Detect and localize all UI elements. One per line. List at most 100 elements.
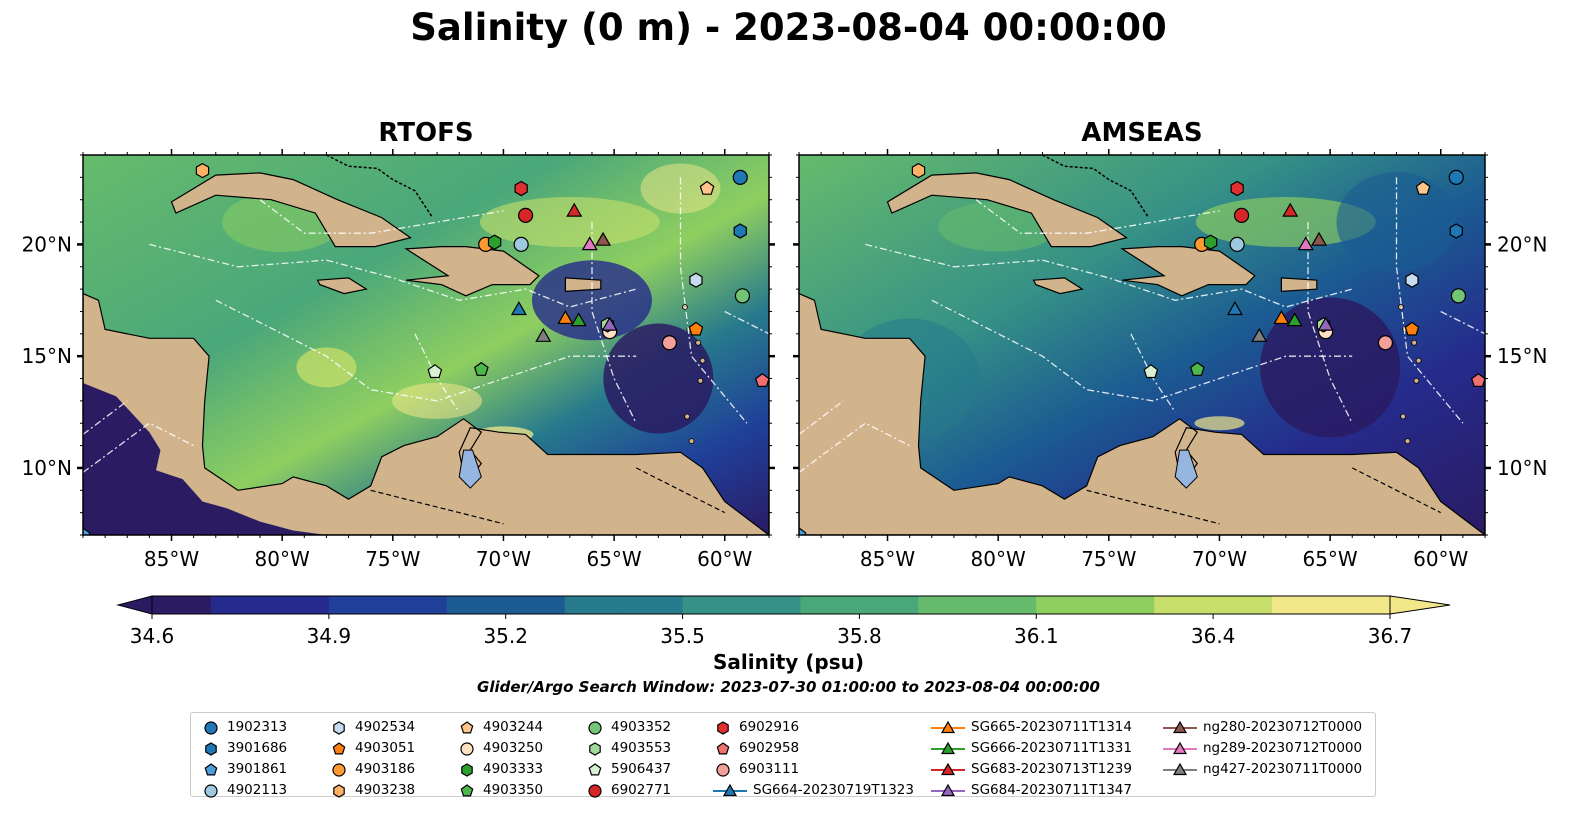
lesser-antilles-island [697,377,704,384]
lon-tick-label: 60°W [1413,547,1468,571]
legend-marker-icon [931,720,965,733]
colorbar-tick-label: 35.2 [483,624,528,648]
obs-4902534 [689,272,703,288]
eez-boundary [591,222,637,424]
search-window-text: Glider/Argo Search Window: 2023-07-30 01… [477,678,1100,696]
lat-tick-label-left: 10°N [22,456,72,480]
south-america-land [799,292,1485,535]
obs-4903350 [1189,361,1205,376]
legend-label: 6903111 [739,760,800,777]
amseas-salinity-patches [839,172,1457,439]
legend-label: 4903333 [483,760,544,777]
hispaniola-land [404,246,540,297]
lesser-antilles-island [682,304,688,310]
eez-boundary [215,299,637,402]
legend-item: SG664-20230719T1323 [713,779,914,800]
legend-item: 4903051 [329,737,415,758]
legend-label: ng427-20230711T0000 [1203,760,1363,777]
obs-6902958 [1470,373,1485,387]
salinity-patch [1194,416,1245,431]
colorbar-segment [210,596,271,614]
legend-item: 1902313 [201,716,287,737]
legend-label: 4902113 [227,781,288,798]
obs-4903352 [734,288,751,304]
jamaica-land [1032,277,1084,295]
lon-tick-label: 65°W [1302,547,1357,571]
obs-6902916 [1230,180,1244,197]
obs-SG684-20230711T1347 [1317,316,1334,331]
obs-6903111 [1377,335,1394,351]
legend-marker-icon [204,783,218,798]
legend-marker [589,741,601,756]
obs-4902113 [1229,236,1245,253]
lesser-antilles-island [1415,357,1422,364]
legend-label: ng280-20230712T0000 [1203,718,1363,735]
lon-tick-label: 80°W [971,547,1026,571]
legend-label: 4903186 [355,760,416,777]
lesser-antilles-island [1400,413,1407,420]
legend-label: ng289-20230712T0000 [1203,739,1363,756]
legend-marker [204,762,218,775]
legend-item: 4903244 [457,716,543,737]
legend-marker [722,783,738,796]
legend-marker-icon [931,762,965,775]
colorbar-segment [328,596,389,614]
legend-item: 4903352 [585,716,671,737]
legend-marker-icon [588,762,602,775]
legend-item: 4903350 [457,779,543,800]
lon-tick-label: 80°W [255,547,310,571]
rtofs-map [83,155,769,535]
legend-marker [588,762,602,775]
legend-marker-icon [716,762,730,777]
legend-marker-icon [713,783,747,796]
obs-ng289-20230712T0000 [1297,236,1314,251]
obs-5906437 [427,364,443,379]
lat-tick-label-right: 20°N [1497,232,1547,256]
legend-marker [1172,720,1188,733]
legend-item: 4902113 [201,779,287,800]
obs-SG664-20230719T1323 [510,301,527,316]
obs-SG683-20230713T1239 [566,202,583,217]
obs-SG684-20230711T1347 [601,316,618,331]
eez-boundary [1307,222,1353,424]
colorbar-tick-label: 34.9 [307,624,352,648]
legend-marker [204,783,218,798]
obs-ng427-20230711T0000 [1251,327,1268,342]
colorbar-tick-label: 35.5 [660,624,705,648]
colorbar-segment [387,596,448,614]
legend-item: ng427-20230711T0000 [1163,758,1362,779]
lesser-antilles-island [1404,438,1411,445]
legend-marker [1172,762,1188,775]
obs-4903333 [1203,234,1218,250]
country-border [1086,489,1220,525]
obs-4902534 [1405,272,1419,288]
colorbar-segment [564,596,625,614]
eez-boundary [414,333,460,413]
legend-marker [940,720,956,733]
legend-item: 3901861 [201,758,287,779]
legend-marker [460,783,474,796]
lon-tick-label: 75°W [1081,547,1136,571]
legend-marker-icon [460,783,474,796]
south-america-land [83,292,769,535]
legend-marker [460,741,474,756]
eez-boundary [1130,333,1176,413]
legend-item: ng280-20230712T0000 [1163,716,1362,737]
colorbar-segment [977,596,1037,614]
amseas-boundaries [799,177,1485,525]
legend-marker-icon [205,741,217,756]
eez-boundary [149,243,637,308]
legend-label: 3901686 [227,739,288,756]
legend-label: 6902958 [739,739,800,756]
legend-item: ng289-20230712T0000 [1163,737,1362,758]
legend-marker-icon [588,720,602,735]
legend-label: 4903238 [355,781,416,798]
eez-boundary [259,199,504,234]
eez-boundary [83,400,128,435]
lesser-antilles-island [1413,377,1420,384]
legend-label: 4903244 [483,718,544,735]
colorbar-tick-label: 36.1 [1014,624,1059,648]
country-border [1351,467,1441,514]
hispaniola-land [1120,246,1256,297]
lat-tick-label-right: 15°N [1497,344,1547,368]
